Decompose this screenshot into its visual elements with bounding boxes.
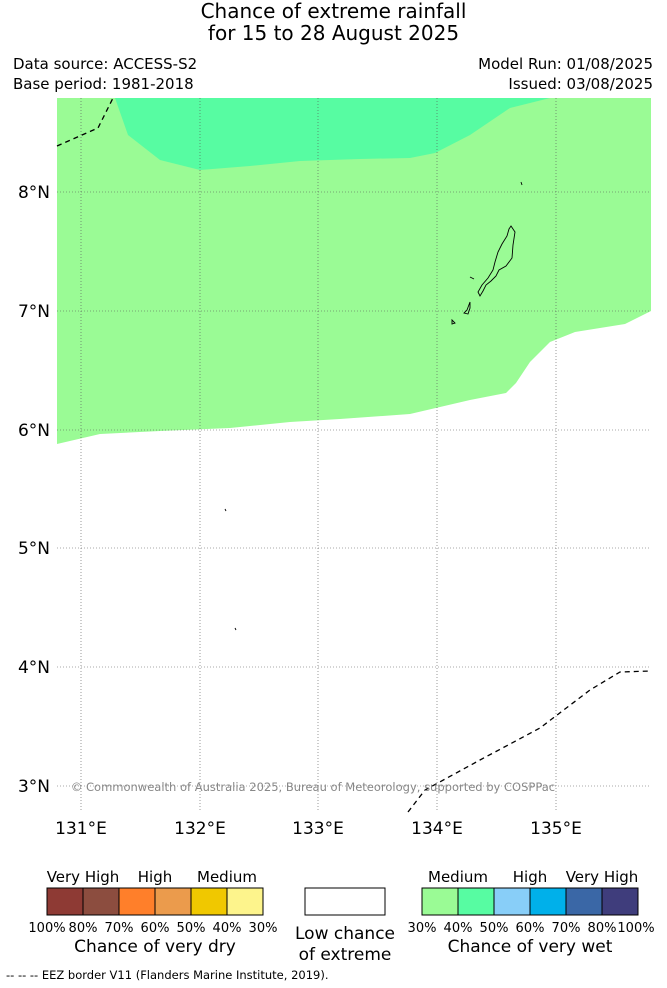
low-chance-label-line-1: Low chance	[295, 924, 395, 944]
dry-category-medium: Medium	[197, 868, 257, 886]
grid-lines	[57, 98, 651, 812]
dry-category-high: High	[138, 868, 172, 886]
wet-swatch-1	[421, 887, 459, 916]
lat-label-6n: 6°N	[18, 421, 50, 441]
dry-category-very-high: Very High	[47, 868, 120, 886]
low-chance-legend: Low chance of extreme	[295, 887, 395, 965]
wet-category-medium: Medium	[428, 868, 488, 886]
medium-wet-region	[57, 98, 651, 444]
dry-tick-70: 70%	[105, 921, 134, 936]
wet-tick-40: 40%	[444, 921, 473, 936]
low-chance-label-line-2: of extreme	[299, 945, 392, 965]
dry-swatch-1	[46, 887, 84, 916]
eez-border	[56, 97, 652, 813]
wet-swatch-5	[565, 887, 603, 916]
wet-swatch-6	[601, 887, 639, 916]
wet-category-very-high: Very High	[566, 868, 639, 886]
lat-label-5n: 5°N	[18, 539, 50, 559]
dry-swatch-2	[82, 887, 120, 916]
dry-legend: Very High High Medium 100% 80% 70% 60% 5…	[28, 868, 277, 957]
lat-label-3n: 3°N	[18, 777, 50, 797]
lon-label-132e: 132°E	[174, 819, 226, 839]
eez-footnote: -- -- -- EEZ border V11 (Flanders Marine…	[6, 968, 328, 982]
lon-label-133e: 133°E	[292, 819, 344, 839]
palau-islands	[224, 181, 523, 631]
wet-tick-30: 30%	[408, 921, 437, 936]
low-chance-swatch	[304, 887, 386, 916]
wet-tick-60: 60%	[516, 921, 545, 936]
dry-legend-title: Chance of very dry	[74, 937, 236, 957]
dry-tick-60: 60%	[141, 921, 170, 936]
lon-label-134e: 134°E	[411, 819, 463, 839]
lat-label-4n: 4°N	[18, 658, 50, 678]
wet-tick-100: 100%	[617, 921, 654, 936]
dry-tick-50: 50%	[177, 921, 206, 936]
lon-label-135e: 135°E	[530, 819, 582, 839]
lat-label-8n: 8°N	[18, 183, 50, 203]
dry-tick-30: 30%	[249, 921, 278, 936]
wet-tick-80: 80%	[588, 921, 617, 936]
dry-tick-100: 100%	[28, 921, 65, 936]
dry-swatch-3	[118, 887, 156, 916]
wet-legend: Medium High Very High 30% 40% 50% 60% 70…	[408, 868, 655, 957]
model-run-label: Model Run: 01/08/2025	[478, 55, 653, 73]
dry-tick-80: 80%	[69, 921, 98, 936]
lon-label-131e: 131°E	[55, 819, 107, 839]
wet-tick-70: 70%	[552, 921, 581, 936]
wet-category-high: High	[513, 868, 547, 886]
map-title-line-1: Chance of extreme rainfall	[200, 0, 467, 23]
wet-swatch-3	[493, 887, 531, 916]
issued-label: Issued: 03/08/2025	[508, 75, 653, 93]
wet-legend-title: Chance of very wet	[448, 937, 613, 957]
wet-swatch-2	[457, 887, 495, 916]
high-wet-region	[115, 98, 550, 170]
wet-swatch-4	[529, 887, 567, 916]
copyright-notice: © Commonwealth of Australia 2025, Bureau…	[71, 780, 555, 794]
map-title-line-2: for 15 to 28 August 2025	[207, 21, 460, 45]
lat-label-7n: 7°N	[18, 302, 50, 322]
dry-tick-40: 40%	[213, 921, 242, 936]
dry-swatch-5	[190, 887, 228, 916]
dry-swatch-6	[226, 887, 264, 916]
data-source-label: Data source: ACCESS-S2	[13, 55, 198, 73]
wet-tick-50: 50%	[480, 921, 509, 936]
base-period-label: Base period: 1981-2018	[13, 75, 194, 93]
dry-swatch-4	[154, 887, 192, 916]
